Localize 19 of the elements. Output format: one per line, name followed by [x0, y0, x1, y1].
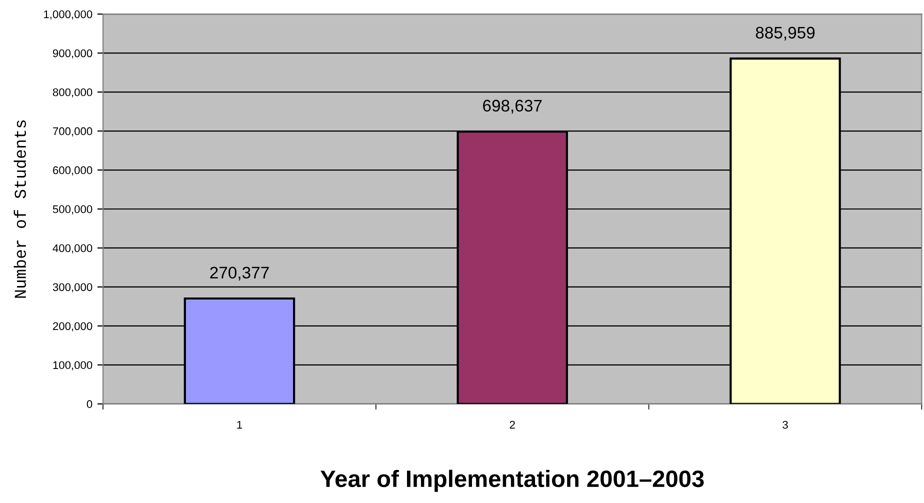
y-tick-label: 200,000	[53, 322, 92, 332]
y-tick-label: 900,000	[52, 49, 92, 59]
data-label: 270,377	[210, 266, 269, 281]
x-tick-label: 2	[510, 420, 515, 429]
y-tick-label: 100,000	[53, 361, 92, 370]
x-tick-label: 1	[237, 420, 242, 429]
x-axis-title: Year of Implementation 2001–2003	[320, 470, 704, 492]
data-label: 885,959	[756, 26, 815, 41]
data-label: 698,637	[483, 100, 542, 114]
y-tick-label: 0	[86, 400, 92, 408]
y-tick-label: 800,000	[52, 88, 92, 98]
y-tick-label: 500,000	[52, 205, 92, 214]
y-tick-label: 700,000	[53, 127, 92, 136]
y-tick-label: 300,000	[52, 283, 92, 292]
y-tick-label: 1,000,000	[44, 10, 92, 20]
y-tick-label: 600,000	[53, 166, 92, 176]
y-tick-label: 400,000	[52, 244, 92, 254]
x-tick-label: 3	[782, 420, 788, 429]
y-axis-title: Number of Students	[14, 120, 26, 298]
